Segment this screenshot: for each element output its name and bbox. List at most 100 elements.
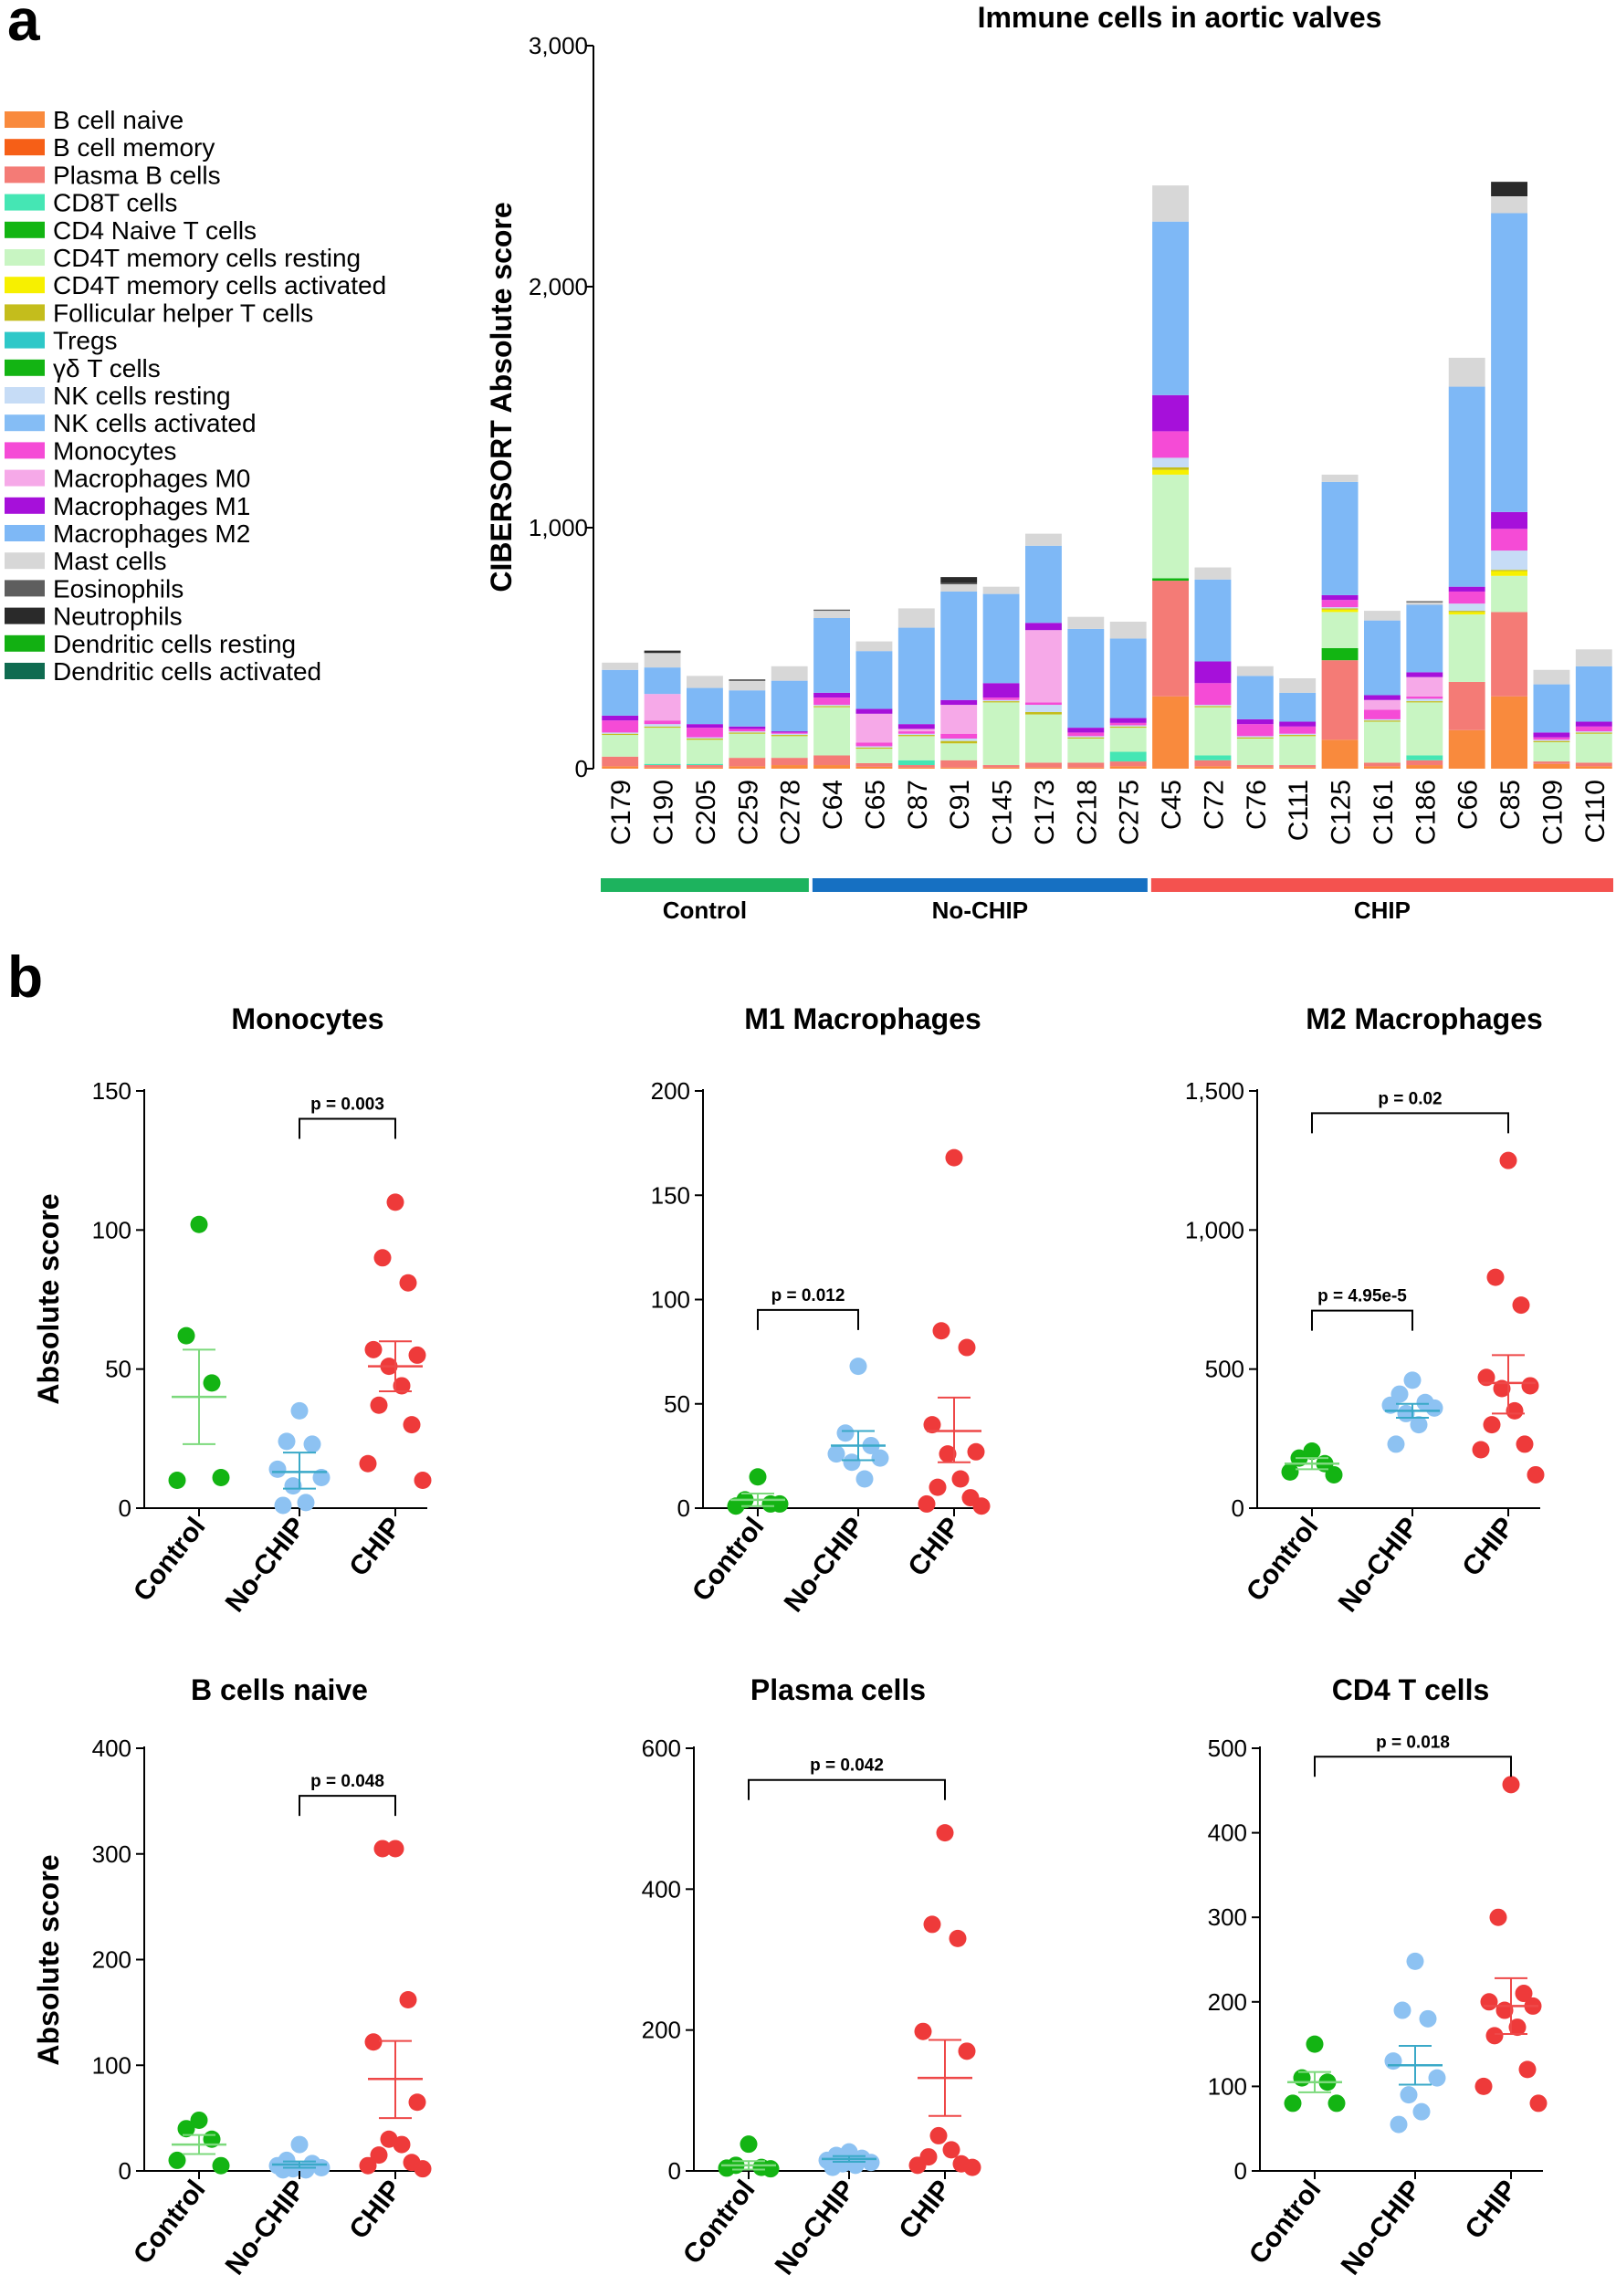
- data-point: [1486, 1268, 1505, 1286]
- bar-segment: [1321, 481, 1359, 595]
- data-point: [951, 1470, 970, 1488]
- bar-segment: [1491, 570, 1528, 571]
- bar-segment: [1533, 761, 1570, 764]
- x-tick-label: No-CHIP: [220, 2175, 312, 2280]
- data-point: [871, 1449, 889, 1467]
- bar-segment: [771, 735, 808, 737]
- bar-segment: [940, 739, 978, 741]
- bar-segment: [644, 728, 681, 764]
- bar-segment: [1279, 726, 1317, 734]
- bar-segment: [897, 729, 935, 732]
- legend-swatch: [5, 525, 45, 541]
- bar-segment: [602, 733, 639, 736]
- y-tick-label: 400: [642, 1875, 681, 1903]
- bar-segment: [1109, 638, 1147, 718]
- data-point: [1480, 1993, 1498, 2011]
- sample-label: C91: [945, 780, 975, 830]
- bar-segment: [1363, 695, 1401, 700]
- bar-segment: [1109, 761, 1147, 767]
- bar-segment: [1491, 571, 1528, 576]
- bar-segment: [602, 720, 639, 733]
- group-bar: [812, 878, 1148, 892]
- bar-segment: [1194, 706, 1232, 708]
- data-point: [836, 1424, 855, 1442]
- bar-segment: [1024, 702, 1062, 706]
- stacked-bar-chart: 0 1,000 2,000 3,000 C179 C190 C205 C259 C278 C64 C…: [529, 32, 1613, 924]
- y-tick-label: 300: [92, 1840, 131, 1868]
- dot-plot-title: Monocytes: [231, 1002, 383, 1035]
- y-tick-label: 0: [119, 1494, 131, 1522]
- bar-segment: [729, 726, 766, 729]
- legend-swatch: [5, 359, 45, 376]
- sample-label: C259: [733, 780, 763, 845]
- bar-segment: [602, 669, 639, 716]
- legend-label: B cell naive: [53, 106, 184, 134]
- data-point: [312, 2159, 331, 2177]
- y-tick-label: 100: [1208, 2072, 1247, 2100]
- y-tick-label: 300: [1208, 1903, 1247, 1931]
- bar-segment: [982, 593, 1020, 684]
- bar-segment: [940, 740, 978, 744]
- legend-swatch: [5, 277, 45, 294]
- data-point: [827, 1445, 845, 1463]
- data-point: [1406, 1952, 1424, 1970]
- x-tick-label: CHIP: [1456, 1512, 1520, 1582]
- sample-label: C76: [1242, 780, 1272, 830]
- sample-label: C173: [1030, 780, 1060, 845]
- legend-label: CD8T cells: [53, 189, 177, 217]
- legend-label: Dendritic cells activated: [53, 657, 321, 686]
- bar-segment: [729, 758, 766, 767]
- panel-b-letter: b: [7, 944, 43, 1010]
- data-point: [1518, 2060, 1537, 2079]
- data-point: [824, 2158, 842, 2176]
- legend-swatch: [5, 414, 45, 432]
- p-value-label: p = 0.018: [1376, 1733, 1450, 1752]
- bar-segment: [1321, 608, 1359, 610]
- bar-segment: [940, 733, 978, 739]
- data-point: [284, 1477, 302, 1495]
- bar-segment: [1448, 614, 1485, 682]
- p-value-label: p = 0.012: [771, 1286, 845, 1305]
- x-tick-label: Control: [677, 2175, 761, 2270]
- data-point: [1485, 2027, 1504, 2045]
- bar-segment: [1152, 394, 1190, 432]
- data-point: [849, 1358, 867, 1376]
- data-point: [855, 1470, 874, 1488]
- data-point: [749, 1468, 767, 1486]
- bar-segment: [1363, 766, 1401, 769]
- bar-segment: [1448, 681, 1485, 730]
- data-point: [297, 1494, 315, 1512]
- group-bar: [601, 878, 809, 892]
- data-point: [1515, 1985, 1533, 2003]
- data-point: [1472, 1441, 1490, 1459]
- bar-segment: [1406, 672, 1443, 677]
- data-point: [393, 2135, 411, 2154]
- bar-segment: [1533, 732, 1570, 738]
- legend-swatch: [5, 497, 45, 514]
- bar-segment: [1067, 728, 1105, 733]
- legend-swatch: [5, 221, 45, 238]
- bar-segment: [897, 760, 935, 766]
- legend-swatch: [5, 442, 45, 459]
- bar-segment: [1152, 467, 1190, 470]
- legend-label: Monocytes: [53, 436, 176, 465]
- dot-plot: M2 Macrophages 0 500 1,000 1,500 Control No-CH…: [1185, 1002, 1545, 1618]
- bar-segment: [771, 758, 808, 766]
- data-point: [843, 1453, 861, 1472]
- bar-segment: [1279, 736, 1317, 766]
- legend-label: Dendritic cells resting: [53, 630, 296, 658]
- bar-segment: [1363, 718, 1401, 721]
- dot-plot-title: M2 Macrophages: [1306, 1002, 1543, 1035]
- bar-segment: [1321, 600, 1359, 608]
- bar-segment: [1491, 182, 1528, 196]
- legend-swatch: [5, 552, 45, 570]
- bar-segment: [686, 728, 723, 738]
- bar-segment: [1279, 767, 1317, 769]
- bar-segment: [897, 608, 935, 628]
- bar-segment: [897, 627, 935, 725]
- bar-segment: [1406, 765, 1443, 769]
- bar-segment: [1152, 431, 1190, 458]
- bar-segment: [1194, 661, 1232, 684]
- bar-segment: [686, 763, 723, 766]
- bar-segment: [1321, 612, 1359, 648]
